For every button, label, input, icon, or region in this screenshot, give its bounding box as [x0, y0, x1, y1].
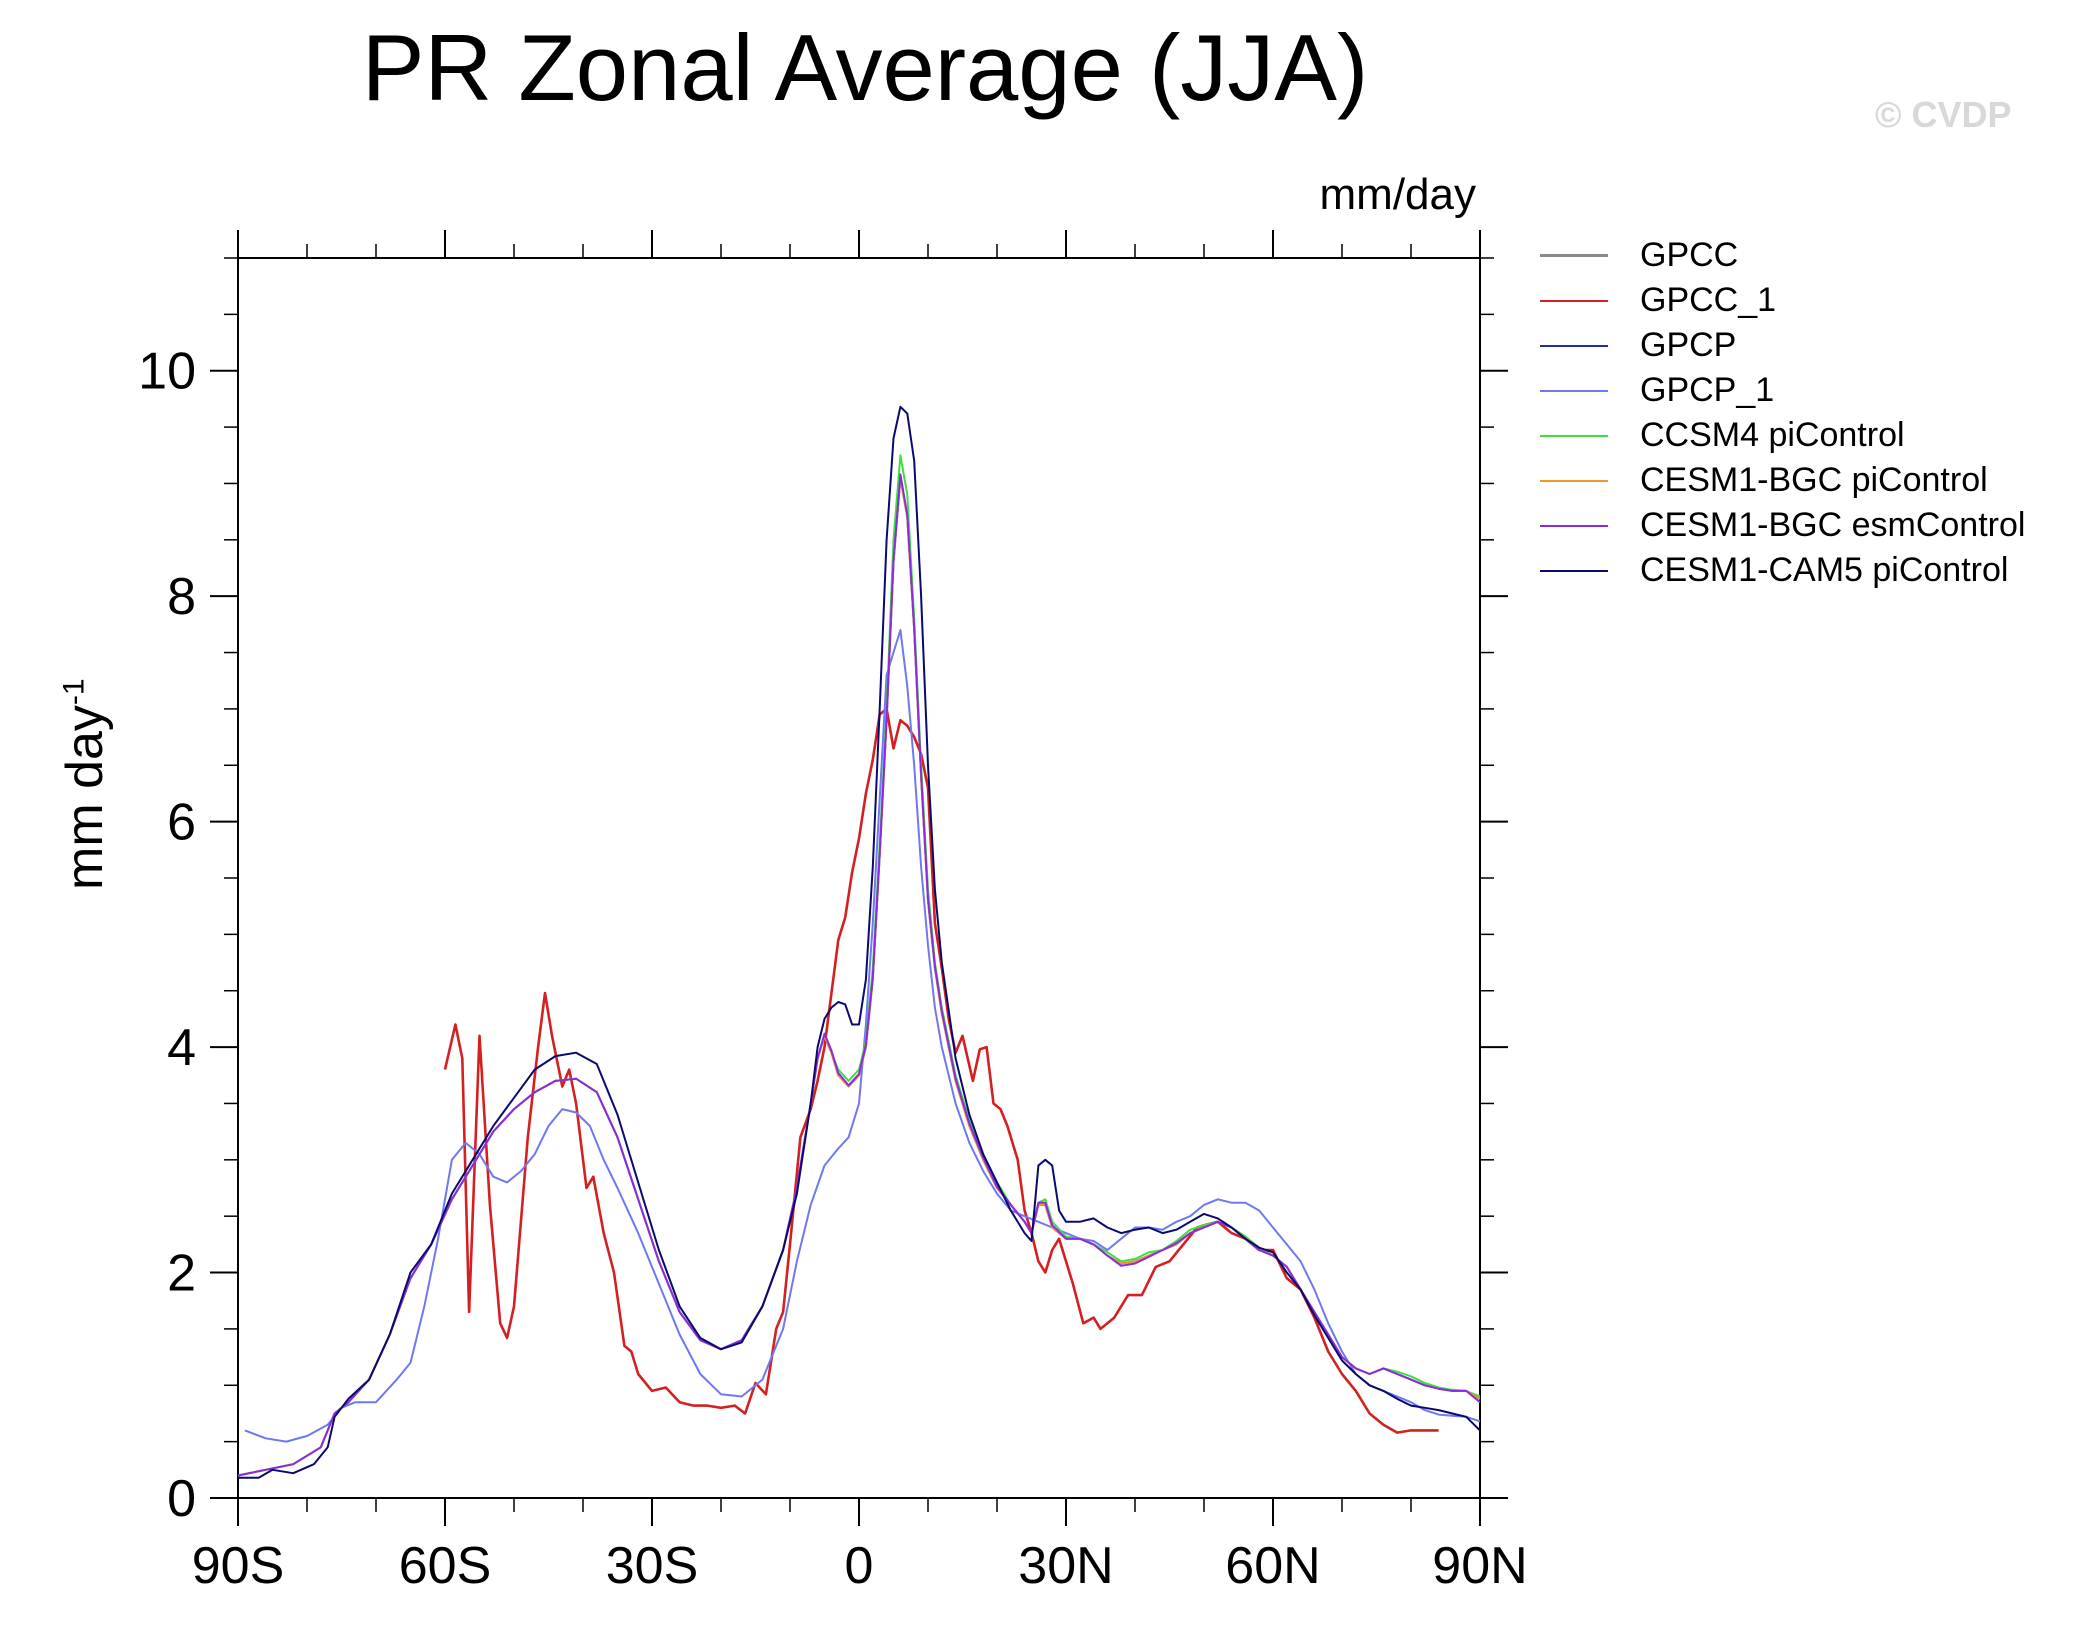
- series-line-gpcp-1: [244, 629, 1481, 1443]
- chart-title: PR Zonal Average (JJA): [361, 15, 1369, 120]
- legend-item: GPCP: [1540, 323, 2025, 368]
- legend-item: CCSM4 piControl: [1540, 413, 2025, 458]
- y-tick-label: 2: [167, 1245, 196, 1303]
- plot-frame: [237, 257, 1481, 1499]
- series-line-gpcp: [237, 476, 1481, 1477]
- legend-swatch: [1540, 344, 1608, 347]
- series-line-cesm1-cam5-picontrol: [238, 405, 1481, 1479]
- legend-label: GPCC: [1640, 236, 1739, 274]
- legend-swatch: [1540, 479, 1608, 482]
- legend: GPCC GPCC_1 GPCP GPCP_1 CCSM4 piControl CESM1…: [1540, 233, 2025, 593]
- y-tick-label: 6: [167, 794, 196, 852]
- y-tick-label: 0: [167, 1470, 196, 1528]
- legend-item: CESM1-BGC piControl: [1540, 458, 2025, 503]
- x-tick-label: 90S: [192, 1537, 285, 1595]
- legend-label: GPCP: [1640, 326, 1737, 364]
- series-line-cesm1-bgc-picontrol: [237, 476, 1481, 1477]
- series-line-ccsm4-picontrol: [237, 454, 1481, 1477]
- x-tick-label: 60S: [399, 1537, 492, 1595]
- legend-label: CESM1-CAM5 piControl: [1640, 551, 2009, 589]
- plot-area: 90S 60S 30S 0 30N 60N 90N 0 2 4 6 8 10: [138, 230, 1528, 1595]
- legend-label: CESM1-BGC esmControl: [1640, 506, 2026, 544]
- y-tick-label: 10: [138, 343, 196, 401]
- x-tick-label: 60N: [1225, 1537, 1320, 1595]
- legend-item: CESM1-BGC esmControl: [1540, 503, 2025, 548]
- legend-item: GPCP_1: [1540, 368, 2025, 413]
- legend-swatch: [1540, 389, 1608, 392]
- series-line-cesm1-bgc-esmcontrol: [237, 473, 1481, 1477]
- x-tick-label: 90N: [1432, 1537, 1527, 1595]
- y-tick-label: 4: [167, 1019, 196, 1077]
- x-tick-label: 30N: [1018, 1537, 1113, 1595]
- y-tick-label: 8: [167, 568, 196, 626]
- legend-swatch: [1540, 434, 1608, 437]
- legend-swatch: [1540, 254, 1608, 257]
- legend-label: CESM1-BGC piControl: [1640, 461, 1988, 499]
- series-line-gpcc-1: [443, 707, 1439, 1434]
- x-tick-label: 0: [845, 1537, 874, 1595]
- legend-swatch: [1540, 299, 1608, 302]
- watermark-copyright: © CVDP: [1875, 94, 2012, 135]
- units-label: mm/day: [1319, 170, 1476, 219]
- legend-item: GPCC_1: [1540, 278, 2025, 323]
- legend-label: CCSM4 piControl: [1640, 416, 1905, 454]
- legend-swatch: [1540, 569, 1608, 572]
- legend-label: GPCP_1: [1640, 371, 1775, 409]
- legend-label: GPCC_1: [1640, 281, 1777, 319]
- legend-item: CESM1-CAM5 piControl: [1540, 548, 2025, 593]
- legend-item: GPCC: [1540, 233, 2025, 278]
- x-tick-label: 30S: [606, 1537, 699, 1595]
- legend-swatch: [1540, 524, 1608, 527]
